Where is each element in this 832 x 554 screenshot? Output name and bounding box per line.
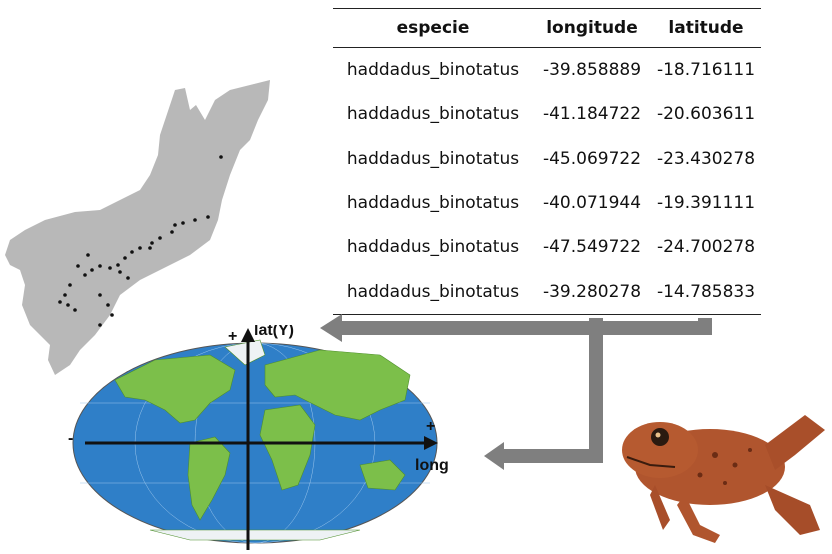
cell-longitude: -41.184722 [542, 104, 642, 125]
table-row: haddadus_binotatus -47.549722 -24.700278 [333, 225, 761, 269]
cell-especie: haddadus_binotatus [346, 237, 520, 258]
y-axis-label: lat(Y) [254, 325, 294, 339]
frog-hind-leg [765, 415, 825, 470]
cell-especie: haddadus_binotatus [346, 60, 520, 81]
frog-photo-icon [622, 415, 825, 543]
cell-latitude: -14.785833 [651, 269, 761, 315]
cell-longitude: -47.549722 [542, 237, 642, 258]
cell-longitude: -45.069722 [542, 148, 642, 169]
cell-latitude: -24.700278 [656, 237, 756, 258]
range-silhouette [5, 80, 270, 375]
australia [359, 459, 406, 491]
column-header-latitude: latitude [651, 8, 761, 48]
continents [114, 339, 411, 541]
cell-longitude: -40.071944 [542, 193, 642, 214]
cell-latitude: -18.716111 [656, 60, 756, 81]
antarctica [149, 529, 361, 541]
longitude-arrow [484, 318, 603, 470]
y-axis-plus: + [228, 328, 237, 345]
frog-front-leg [677, 495, 720, 543]
frog-eye [651, 428, 669, 446]
latitude-arrow [320, 314, 712, 342]
arrowhead-left [320, 314, 342, 342]
table-row: haddadus_binotatus -39.858889 -18.716111 [333, 48, 761, 93]
coordinate-table: especie longitude latitude haddadus_bino… [333, 8, 761, 315]
europe-asia [264, 349, 411, 421]
cell-especie: haddadus_binotatus [346, 193, 520, 214]
cell-latitude: -19.391111 [656, 193, 756, 214]
north-america [114, 354, 236, 424]
cell-latitude: -23.430278 [656, 148, 756, 169]
x-axis-label: long (X) [415, 457, 450, 474]
table-row: haddadus_binotatus -40.071944 -19.391111 [333, 181, 761, 225]
cell-especie: haddadus_binotatus [346, 148, 520, 169]
column-header-especie: especie [333, 8, 533, 48]
table-row: haddadus_binotatus -41.184722 -20.603611 [333, 92, 761, 136]
x-axis-minus: - [68, 430, 73, 447]
occurrence-points [58, 155, 223, 327]
table-row: haddadus_binotatus -39.280278 -14.785833 [333, 269, 761, 315]
cell-longitude: -39.280278 [533, 269, 651, 315]
cell-longitude: -39.858889 [542, 60, 642, 81]
world-map-icon: + lat(Y) - + long (X) [68, 325, 450, 550]
x-axis-plus: + [426, 418, 435, 435]
column-header-longitude: longitude [533, 8, 651, 48]
table-header-row: especie longitude latitude [333, 8, 761, 48]
frog-hind-leg [765, 485, 820, 535]
table-row: haddadus_binotatus -45.069722 -23.430278 [333, 137, 761, 181]
arrowhead-left [484, 442, 504, 470]
x-axis-arrowhead [424, 436, 438, 450]
occurrence-map-icon [5, 80, 270, 375]
cell-latitude: -20.603611 [656, 104, 756, 125]
y-axis-arrowhead [241, 328, 255, 342]
cell-especie: haddadus_binotatus [333, 269, 533, 315]
cell-especie: haddadus_binotatus [346, 104, 520, 125]
